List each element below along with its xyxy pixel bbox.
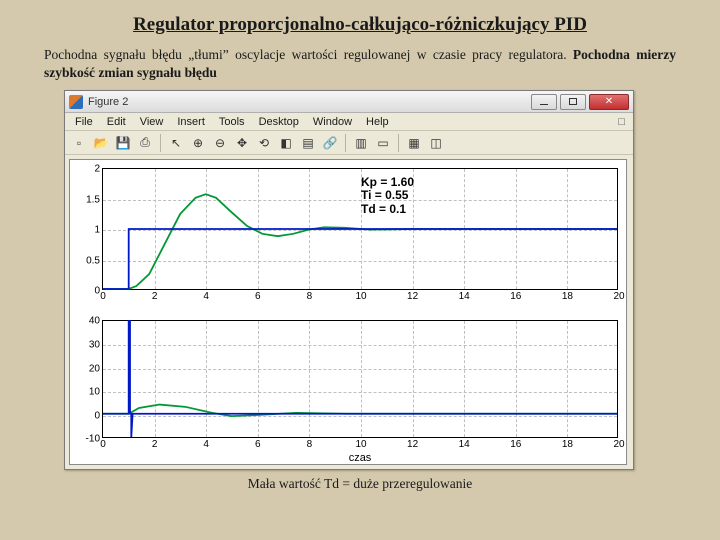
menu-file[interactable]: File (69, 115, 99, 129)
colorbar-icon[interactable]: ▥ (351, 133, 371, 153)
menu-window[interactable]: Window (307, 115, 358, 129)
menu-help[interactable]: Help (360, 115, 395, 129)
axes-icon[interactable]: ◫ (426, 133, 446, 153)
pid-params-text: Kp = 1.60Ti = 0.55Td = 0.1 (361, 176, 414, 217)
xtick-label: 10 (355, 291, 366, 302)
open-icon[interactable]: 📂 (91, 133, 111, 153)
xtick-label: 16 (510, 439, 521, 450)
xtick-label: 14 (459, 291, 470, 302)
grid-icon[interactable]: ▦ (404, 133, 424, 153)
xtick-label: 2 (152, 291, 158, 302)
xtick-label: 0 (100, 439, 106, 450)
minimize-button[interactable] (531, 94, 557, 110)
xtick-label: 14 (459, 439, 470, 450)
menu-edit[interactable]: Edit (101, 115, 132, 129)
toolbar: ▫📂💾⎙ ↖⊕⊖✥⟲◧▤🔗 ▥▭ ▦◫ (65, 131, 633, 155)
toolbar-separator (345, 134, 346, 152)
ytick-label: 1.5 (86, 194, 100, 205)
pan-icon[interactable]: ✥ (232, 133, 252, 153)
data-cursor-icon[interactable]: ◧ (276, 133, 296, 153)
xtick-label: 18 (562, 291, 573, 302)
ytick-label: 0 (94, 286, 100, 297)
xtick-label: 20 (613, 439, 624, 450)
legend-icon[interactable]: ▭ (373, 133, 393, 153)
rotate-icon[interactable]: ⟲ (254, 133, 274, 153)
reference-curve (103, 321, 617, 437)
ytick-label: -10 (86, 434, 100, 445)
menu-insert[interactable]: Insert (171, 115, 211, 129)
axes-top: 00.511.5202468101214161820Kp = 1.60Ti = … (102, 168, 618, 290)
zoom-in-icon[interactable]: ⊕ (188, 133, 208, 153)
plot-area: 00.511.5202468101214161820Kp = 1.60Ti = … (69, 159, 627, 465)
new-icon[interactable]: ▫ (69, 133, 89, 153)
xtick-label: 18 (562, 439, 573, 450)
window-title: Figure 2 (88, 96, 128, 108)
ytick-label: 40 (89, 316, 100, 327)
menu-desktop[interactable]: Desktop (253, 115, 305, 129)
toolbar-separator (398, 134, 399, 152)
ytick-label: 0 (94, 410, 100, 421)
xtick-label: 16 (510, 291, 521, 302)
xtick-label: 6 (255, 291, 261, 302)
signal-curve (103, 195, 617, 290)
ytick-label: 0.5 (86, 255, 100, 266)
xtick-label: 12 (407, 439, 418, 450)
menubar: FileEditViewInsertToolsDesktopWindowHelp… (65, 113, 633, 131)
xtick-label: 20 (613, 291, 624, 302)
xtick-label: 12 (407, 291, 418, 302)
titlebar: Figure 2 ✕ (65, 91, 633, 113)
print-icon[interactable]: ⎙ (135, 133, 155, 153)
menu-view[interactable]: View (134, 115, 170, 129)
page-body: Pochodna sygnału błędu „tłumi” oscylacje… (44, 46, 676, 82)
matlab-icon (69, 95, 83, 109)
xtick-label: 0 (100, 291, 106, 302)
ytick-label: 2 (94, 164, 100, 175)
xtick-label: 10 (355, 439, 366, 450)
xtick-label: 4 (203, 439, 209, 450)
ytick-label: 30 (89, 340, 100, 351)
save-icon[interactable]: 💾 (113, 133, 133, 153)
page-title: Regulator proporcjonalno-całkująco-różni… (44, 14, 676, 36)
ytick-label: 1 (94, 225, 100, 236)
page-caption: Mała wartość Td = duże przeregulowanie (44, 476, 676, 492)
pointer-icon[interactable]: ↖ (166, 133, 186, 153)
reference-curve (103, 229, 617, 289)
toolbar-separator (160, 134, 161, 152)
xtick-label: 8 (307, 439, 313, 450)
ytick-label: 10 (89, 387, 100, 398)
xtick-label: 2 (152, 439, 158, 450)
ytick-label: 20 (89, 363, 100, 374)
xtick-label: 4 (203, 291, 209, 302)
zoom-out-icon[interactable]: ⊖ (210, 133, 230, 153)
menu-overflow-icon[interactable]: □ (614, 116, 629, 128)
figure-window: Figure 2 ✕ FileEditViewInsertToolsDeskto… (64, 90, 634, 470)
xtick-label: 8 (307, 291, 313, 302)
menu-tools[interactable]: Tools (213, 115, 251, 129)
link-icon[interactable]: 🔗 (320, 133, 340, 153)
brush-icon[interactable]: ▤ (298, 133, 318, 153)
maximize-button[interactable] (560, 94, 586, 110)
axes-bottom: -1001020304002468101214161820 (102, 320, 618, 438)
xtick-label: 6 (255, 439, 261, 450)
close-button[interactable]: ✕ (589, 94, 629, 110)
x-axis-label: czas (349, 452, 372, 464)
